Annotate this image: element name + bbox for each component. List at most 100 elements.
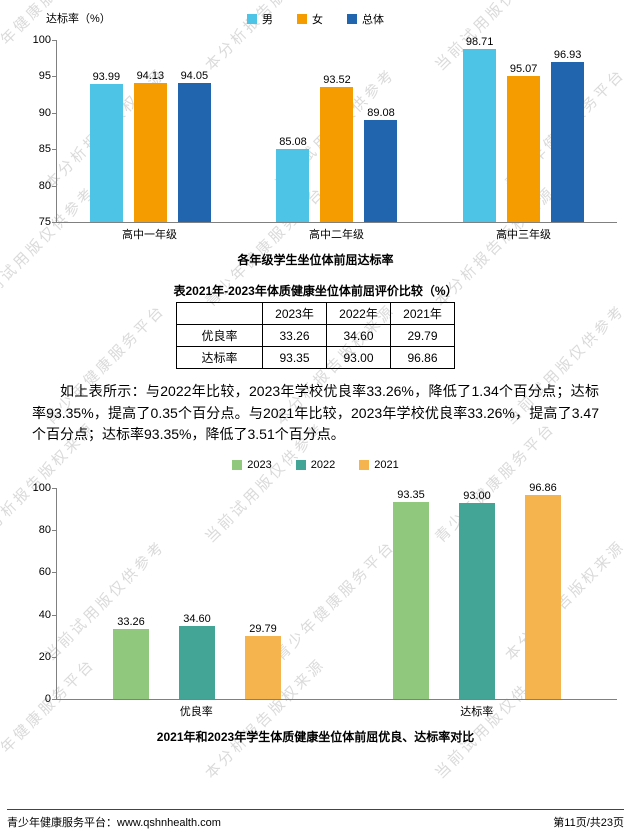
legend-label: 女 xyxy=(312,14,323,26)
bar-group: 85.08 93.52 89.08 xyxy=(276,40,398,222)
bars-layer: 93.99 94.13 94.05 85.08 93.52 89.08 98.71 95.07… xyxy=(57,36,617,222)
bar-group: 93.99 94.13 94.05 xyxy=(89,40,211,222)
bar-value-label: 93.00 xyxy=(463,489,491,502)
y-tick-label: 20 xyxy=(38,650,51,663)
table-header-cell xyxy=(176,302,263,325)
bar-value-label: 89.08 xyxy=(367,106,395,119)
bars-layer: 33.26 34.60 29.79 93.35 93.00 96.86 xyxy=(57,482,617,700)
y-tick-label: 75 xyxy=(38,216,51,228)
bar-wrapper: 85.08 xyxy=(276,40,310,222)
legend-item: 2021 xyxy=(359,459,399,472)
bar-wrapper: 29.79 xyxy=(245,488,281,700)
legend-swatch xyxy=(295,460,306,471)
bar-value-label: 33.26 xyxy=(117,615,145,628)
y-tick-label: 80 xyxy=(38,179,51,192)
bar-wrapper: 93.52 xyxy=(320,40,354,222)
bar-value-label: 95.07 xyxy=(509,62,538,75)
bar xyxy=(177,83,211,222)
bar xyxy=(459,502,495,700)
footer-page-number: 第11页/共23页 xyxy=(553,817,624,829)
bar-group: 98.71 95.07 96.93 xyxy=(463,36,585,222)
comparison-table-section: 表2021年-2023年体质健康坐位体前屈评价比较（%） 2023年 2022年 2… xyxy=(0,282,631,369)
bar xyxy=(179,626,215,700)
x-axis-categories: 高中一年级 高中二年级 高中三年级 xyxy=(56,226,617,242)
bar-wrapper: 98.71 xyxy=(463,36,497,222)
bar-wrapper: 89.08 xyxy=(364,40,398,222)
bar xyxy=(276,148,310,222)
y-tick-label: 80 xyxy=(38,524,51,537)
legend-swatch xyxy=(247,14,257,24)
x-category-label: 优良率 xyxy=(179,706,213,719)
chart-legend: 男 女 总体 xyxy=(0,8,631,27)
page-footer: 青少年健康服务平台：www.qshnhealth.com 第11页/共23页 xyxy=(7,809,624,830)
chart-title: 各年级学生坐位体前屈达标率 xyxy=(237,253,394,267)
value-cell: 33.26 xyxy=(262,324,327,347)
chart-header: 2023 2022 2021 xyxy=(0,456,631,476)
legend-item: 总体 xyxy=(347,11,384,27)
bar-wrapper: 94.05 xyxy=(177,40,211,222)
y-tick-mark xyxy=(52,149,57,151)
table-header-row: 2023年 2022年 2021年 xyxy=(176,302,455,325)
y-tick-mark xyxy=(52,222,57,223)
footer-site-text: 青少年健康服务平台：www.qshnhealth.com xyxy=(7,817,221,829)
bar-value-label: 93.35 xyxy=(397,489,425,502)
table-header-cell: 2022年 xyxy=(326,302,391,325)
y-tick-mark xyxy=(52,699,57,701)
bar-value-label: 96.86 xyxy=(529,481,557,494)
chart-header: 达标率（%） 男 女 总体 xyxy=(0,8,631,28)
y-tick-label: 60 xyxy=(38,566,51,579)
table-header-cell: 2021年 xyxy=(390,302,455,325)
bar-wrapper: 93.99 xyxy=(89,40,123,222)
bar-wrapper: 93.00 xyxy=(459,488,495,700)
bar xyxy=(364,119,398,222)
table-caption: 表2021年-2023年体质健康坐位体前屈评价比较（%） xyxy=(173,284,458,298)
bar xyxy=(525,494,561,700)
y-tick-label: 90 xyxy=(38,106,51,119)
bar-group: 33.26 34.60 29.79 xyxy=(113,488,281,700)
bar xyxy=(507,75,541,222)
y-tick-label: 85 xyxy=(38,143,51,156)
plot-area: 0 20 40 60 80 100 33.26 34.60 29.79 93.35 93.00 96.… xyxy=(33,482,617,705)
legend-item: 2022 xyxy=(295,459,335,471)
y-tick-mark xyxy=(52,530,57,532)
bar-value-label: 34.60 xyxy=(183,613,211,626)
y-tick-mark xyxy=(52,40,57,41)
table-row: 优良率 33.26 34.60 29.79 xyxy=(176,324,455,347)
bar-wrapper: 34.60 xyxy=(179,488,215,700)
legend-item: 男 xyxy=(247,11,273,27)
bar-wrapper: 96.86 xyxy=(525,482,561,700)
bar-wrapper: 93.35 xyxy=(393,488,429,700)
y-tick-mark xyxy=(52,185,57,187)
bar-group: 93.35 93.00 96.86 xyxy=(393,482,561,700)
x-category-label: 高中一年级 xyxy=(122,229,177,241)
bar xyxy=(113,628,149,700)
y-tick-label: 100 xyxy=(32,482,51,495)
legend-swatch xyxy=(359,460,370,471)
legend-item: 女 xyxy=(297,11,323,27)
value-cell: 96.86 xyxy=(390,346,455,369)
legend-swatch xyxy=(297,14,307,24)
bar-value-label: 93.99 xyxy=(92,70,121,83)
bar-wrapper: 96.93 xyxy=(551,40,585,222)
analysis-paragraph: 如上表所示：与2022年比较，2023年学校优良率33.26%，降低了1.34个… xyxy=(32,383,599,443)
chart-legend: 2023 2022 2021 xyxy=(0,456,631,471)
value-cell: 93.35 xyxy=(262,346,327,369)
y-tick-label: 100 xyxy=(32,34,51,46)
chart-year-comparison: 2023 2022 2021 0 20 40 60 80 100 33.26 34.60 29.79… xyxy=(0,456,631,745)
chart-grade-pass-rate: 达标率（%） 男 女 总体 75 80 85 90 95 100 93.99 94.13 94.05… xyxy=(0,8,631,268)
value-cell: 93.00 xyxy=(326,346,391,369)
bar-wrapper: 94.13 xyxy=(133,40,167,222)
y-tick-label: 95 xyxy=(38,70,51,83)
plot-area: 75 80 85 90 95 100 93.99 94.13 94.05 85.08 93.52 89… xyxy=(33,34,617,228)
y-axis-title: 达标率（%） xyxy=(46,13,111,25)
table-row: 达标率 93.35 93.00 96.86 xyxy=(176,346,455,369)
y-tick-mark xyxy=(52,488,57,490)
y-tick-mark xyxy=(52,614,57,616)
chart-title: 2021年和2023年学生体质健康坐位体前屈优良、达标率对比 xyxy=(156,730,475,745)
bar-value-label: 98.71 xyxy=(465,36,494,49)
legend-label: 总体 xyxy=(362,14,384,26)
legend-item: 2023 xyxy=(232,459,272,471)
x-category-label: 高中三年级 xyxy=(496,229,551,241)
legend-label: 2021 xyxy=(374,459,399,472)
value-cell: 29.79 xyxy=(390,324,455,347)
